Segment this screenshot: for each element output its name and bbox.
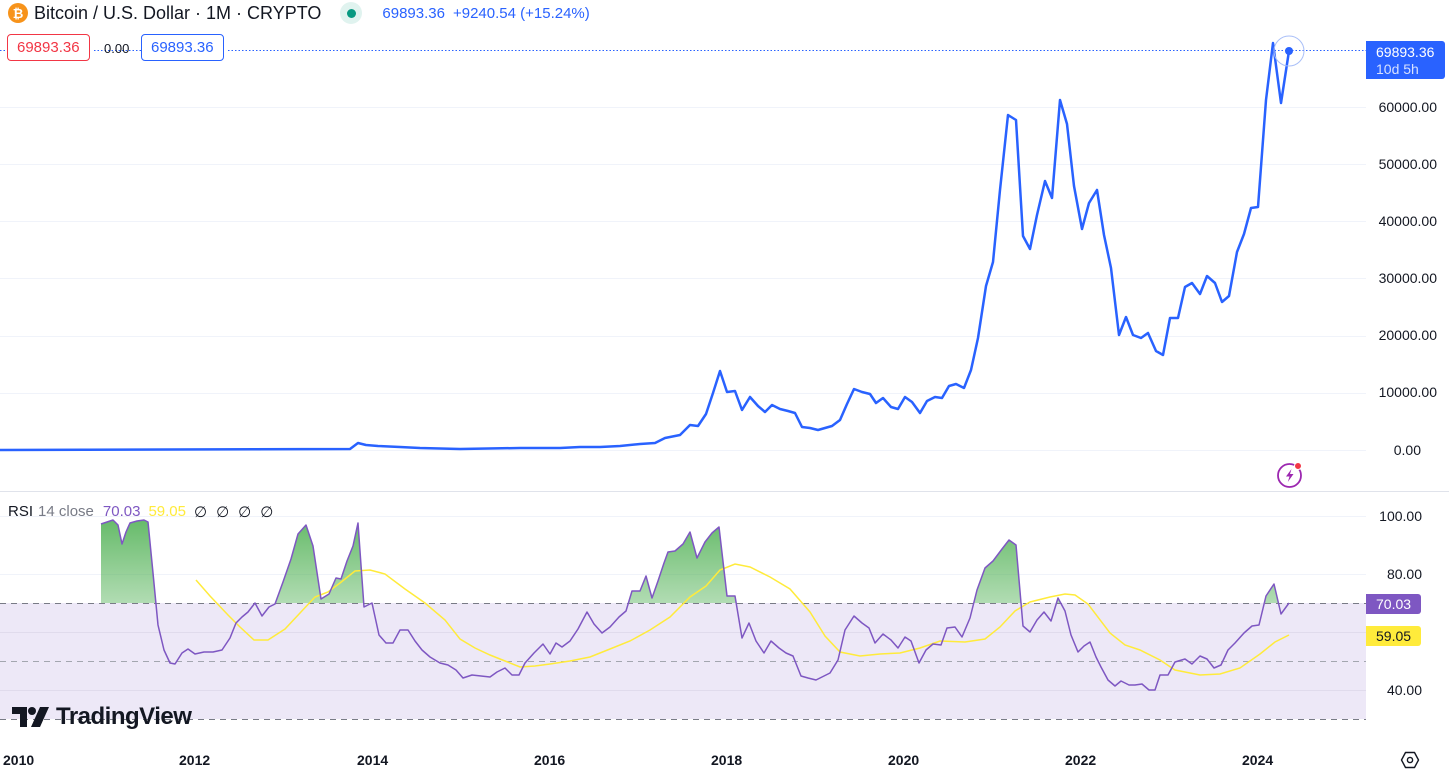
time-axis-label: 2022 [1065,752,1097,768]
time-axis-label: 2014 [357,752,389,768]
rsi-value-tag: 70.03 [1366,594,1421,614]
price-axis-label: 0.00 [1393,442,1421,458]
time-axis-label: 2012 [179,752,211,768]
rsi-empty-value: ∅ [260,504,274,521]
time-axis-label: 2018 [711,752,743,768]
buy-price-button[interactable]: 69893.36 [141,34,224,61]
bitcoin-icon: ₿ [8,3,28,23]
time-axis-label: 2016 [534,752,566,768]
sell-price-button[interactable]: 69893.36 [7,34,90,61]
last-price-tag: 69893.36 10d 5h [1366,41,1445,79]
last-point-marker [1285,47,1293,55]
header-price-change: +9240.54 (+15.24%) [452,4,590,22]
rsi-ma-line [195,563,1290,676]
rsi-ma-value: 59.05 [148,503,186,520]
tradingview-logo-text: TradingView [56,703,192,730]
hexagon-settings-icon[interactable] [1400,751,1420,769]
tradingview-logo[interactable]: TradingView [12,703,192,731]
rsi-overbought-fill [101,520,1289,603]
rsi-legend[interactable]: RSI 14 close 70.03 59.05 ∅ ∅ ∅ ∅ [8,503,273,521]
price-axis-label: 30000.00 [1378,270,1437,286]
header-last-price: 69893.36 [382,4,445,22]
rsi-value: 70.03 [102,503,141,520]
price-series-line [0,41,1291,452]
rsi-ma-tag: 59.05 [1366,626,1421,646]
rsi-empty-value: ∅ [238,504,252,521]
rsi-axis-label: 80.00 [1386,566,1422,582]
price-axis-label: 50000.00 [1378,156,1437,172]
rsi-empty-value: ∅ [193,504,208,521]
price-axis-label: 60000.00 [1378,99,1437,115]
rsi-line [100,519,1290,691]
market-status-badge[interactable] [340,2,363,24]
tradingview-logo-icon [12,707,49,727]
price-grid [0,107,1366,451]
price-axis-label: 20000.00 [1378,327,1437,343]
rsi-axis-label: 100.00 [1379,508,1422,524]
time-axis-label: 2024 [1242,752,1274,768]
bar-countdown: 10d 5h [1376,61,1419,77]
lightning-alert-icon[interactable] [1276,461,1304,489]
price-axis-label: 10000.00 [1378,384,1437,400]
market-open-dot-icon [346,8,356,18]
price-axis-label: 40000.00 [1378,213,1437,229]
last-price-tag-value: 69893.36 [1376,44,1435,60]
last-point-halo [1273,35,1305,67]
time-axis-label: 2020 [888,752,920,768]
rsi-indicator-name: RSI [8,503,34,520]
rsi-empty-value: ∅ [216,504,230,521]
rsi-params: 14 close [38,503,94,520]
spread-value: 0.00 [104,41,130,56]
time-axis-label: 2010 [3,752,35,768]
symbol-title[interactable]: Bitcoin / U.S. Dollar · 1M · CRYPTO [34,2,322,23]
rsi-pane [0,516,1366,720]
rsi-axis-label: 40.00 [1386,682,1422,698]
symbol-header: ₿ Bitcoin / U.S. Dollar · 1M · CRYPTO 69… [8,1,590,25]
